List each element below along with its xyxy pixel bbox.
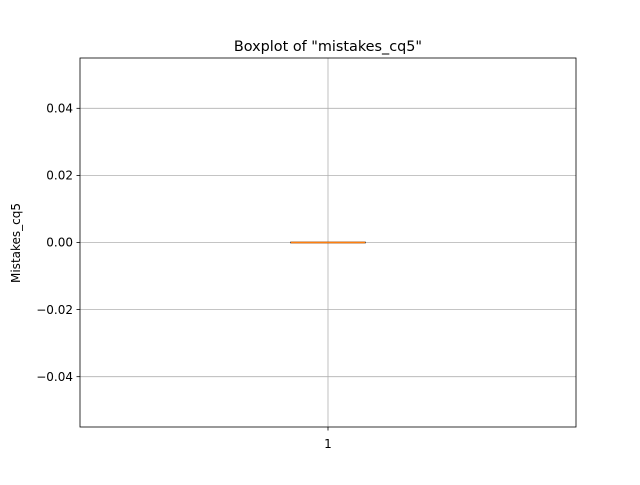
y-tick-label: 0.04 <box>46 102 73 116</box>
x-tick-label: 1 <box>324 437 332 451</box>
y-tick-label: 0.00 <box>46 236 73 250</box>
chart-title: Boxplot of "mistakes_cq5" <box>234 39 422 55</box>
ticks-layer: −0.04 −0.02 0.00 0.02 0.04 1 <box>36 102 332 451</box>
y-tick-label: 0.02 <box>46 169 73 183</box>
marks-layer <box>290 241 366 244</box>
y-tick-label: −0.04 <box>36 370 73 384</box>
y-axis-label: Mistakes_cq5 <box>9 203 23 283</box>
y-tick-label: −0.02 <box>36 303 73 317</box>
